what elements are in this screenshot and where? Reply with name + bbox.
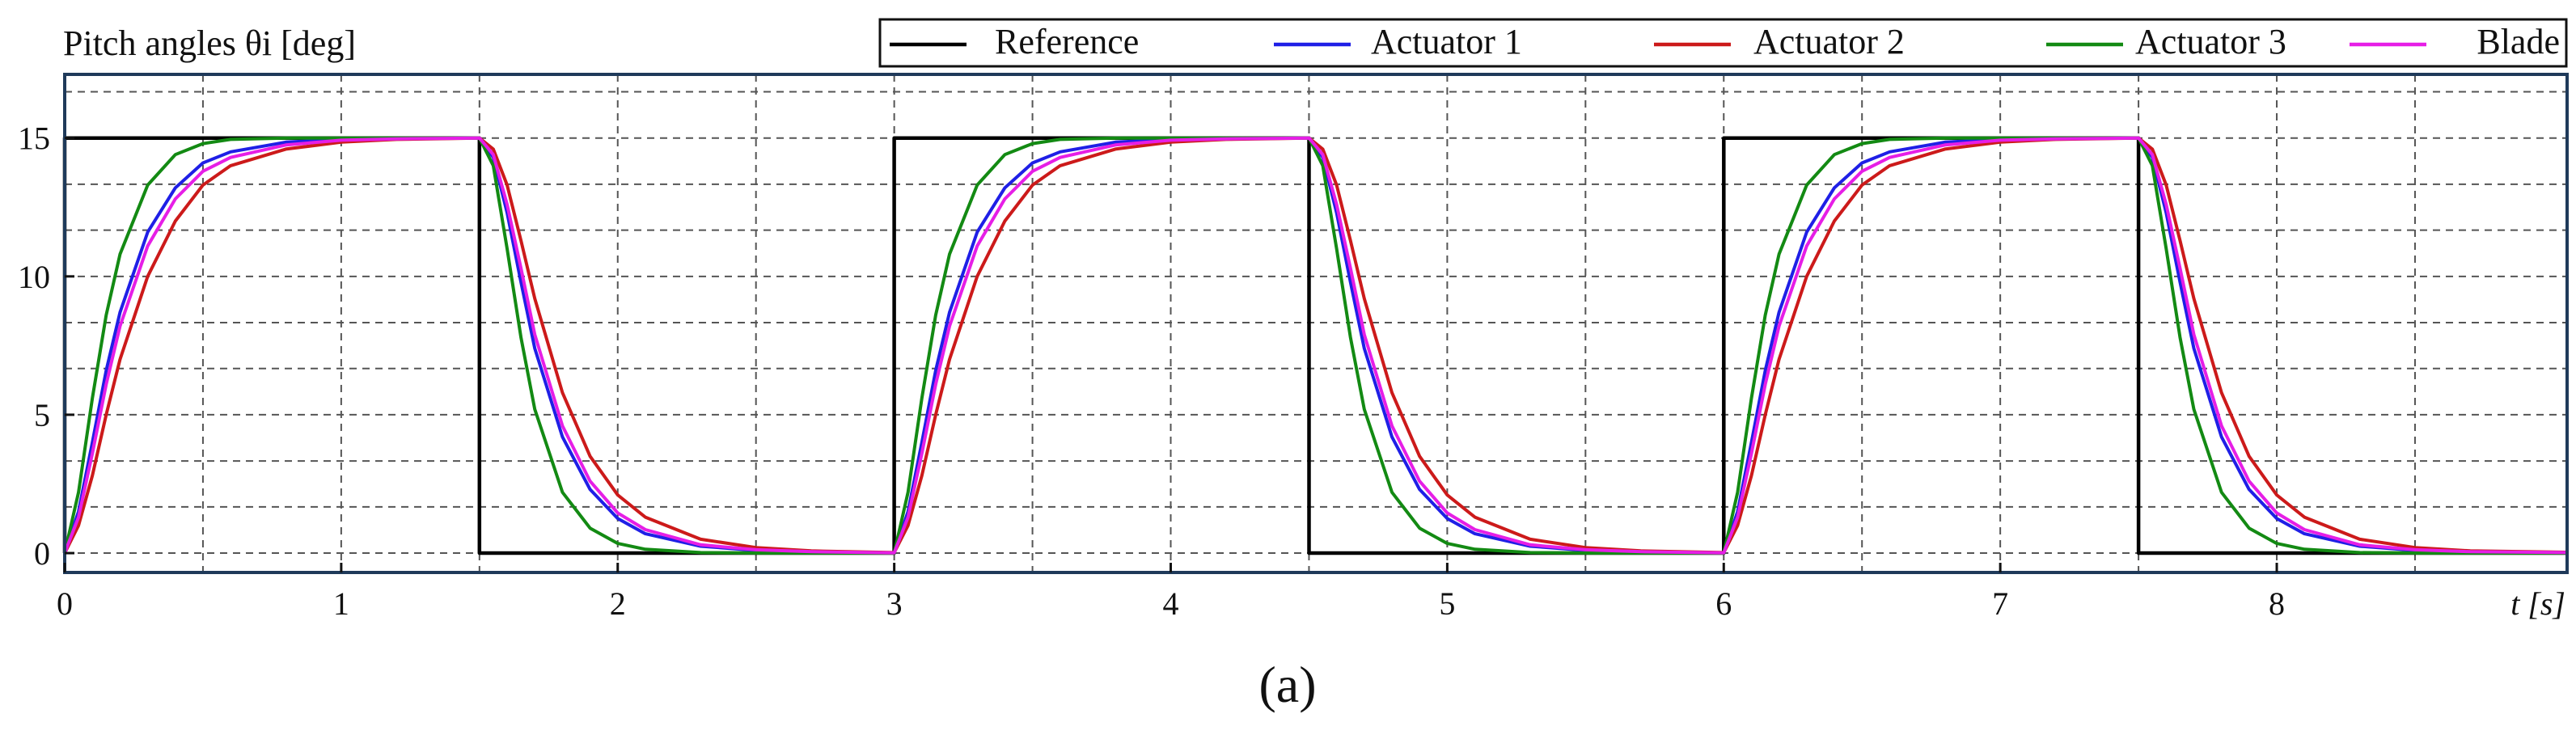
x-axis-label: t [s] <box>2510 585 2565 622</box>
legend-label: Actuator 3 <box>2135 22 2286 61</box>
chart-title: Pitch angles θi [deg] <box>63 23 356 63</box>
x-tick-label: 4 <box>1163 585 1179 622</box>
legend-label: Actuator 2 <box>1753 22 1905 61</box>
legend-label: Reference <box>995 22 1139 61</box>
y-tick-label: 0 <box>34 535 50 572</box>
x-tick-label: 1 <box>333 585 349 622</box>
x-tick-label: 3 <box>886 585 903 622</box>
series-line-blade <box>63 136 2568 555</box>
plot-frame <box>63 73 2569 574</box>
axis-ticks: 0 1 2 3 4 5 6 7 8 0 5 10 15 <box>18 120 2285 622</box>
panel-label: (a) <box>1258 656 1316 713</box>
series-lines <box>62 136 2568 555</box>
x-tick-label: 2 <box>610 585 626 622</box>
grid <box>65 74 2567 572</box>
y-tick-label: 5 <box>34 397 50 433</box>
legend: Reference Actuator 1 Actuator 2 Actuator 3 B… <box>878 18 2568 68</box>
x-tick-label: 5 <box>1439 585 1455 622</box>
legend-label: Blade <box>2477 22 2560 61</box>
legend-label: Actuator 1 <box>1371 22 1522 61</box>
x-tick-label: 6 <box>1715 585 1732 622</box>
x-tick-label: 7 <box>1992 585 2008 622</box>
x-tick-label: 8 <box>2269 585 2285 622</box>
x-tick-label: 0 <box>57 585 73 622</box>
y-tick-label: 15 <box>18 120 50 157</box>
y-tick-label: 10 <box>18 259 50 295</box>
